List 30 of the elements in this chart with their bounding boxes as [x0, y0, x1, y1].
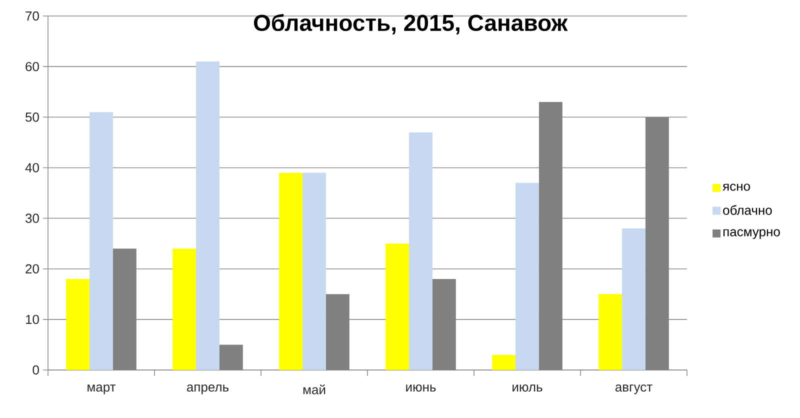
x-tick-label: август [615, 384, 652, 394]
x-tick-label: март [88, 384, 116, 394]
bar [90, 112, 113, 370]
bar [302, 172, 326, 370]
x-tick-label: июль [512, 384, 542, 392]
y-tick-label: 30 [26, 214, 39, 223]
legend-label: ясно [722, 184, 750, 191]
bar [196, 62, 220, 370]
legend-label: облачно [723, 205, 772, 215]
y-tick-label: 0 [32, 365, 39, 375]
x-tick-label: апрель [186, 384, 229, 394]
y-tick-label: 40 [25, 163, 39, 172]
legend-label: пасмурно [723, 229, 780, 239]
bar [492, 354, 516, 370]
bar [172, 248, 196, 370]
y-tick-label: 50 [26, 112, 39, 122]
x-tick-label: май [303, 384, 326, 394]
chart-title: Облачность, 2015, Санавож [254, 14, 568, 34]
bar [409, 132, 432, 370]
y-tick-label: 20 [26, 264, 39, 274]
bar [598, 294, 622, 370]
bar [386, 244, 410, 370]
y-tick-label: 70 [26, 11, 39, 21]
bar [622, 228, 646, 370]
bar [279, 172, 303, 370]
x-tick-label: июнь [406, 384, 436, 392]
y-tick-label: 60 [26, 62, 39, 72]
bar [66, 278, 90, 370]
bar [516, 182, 539, 370]
y-tick-label: 10 [26, 314, 39, 324]
